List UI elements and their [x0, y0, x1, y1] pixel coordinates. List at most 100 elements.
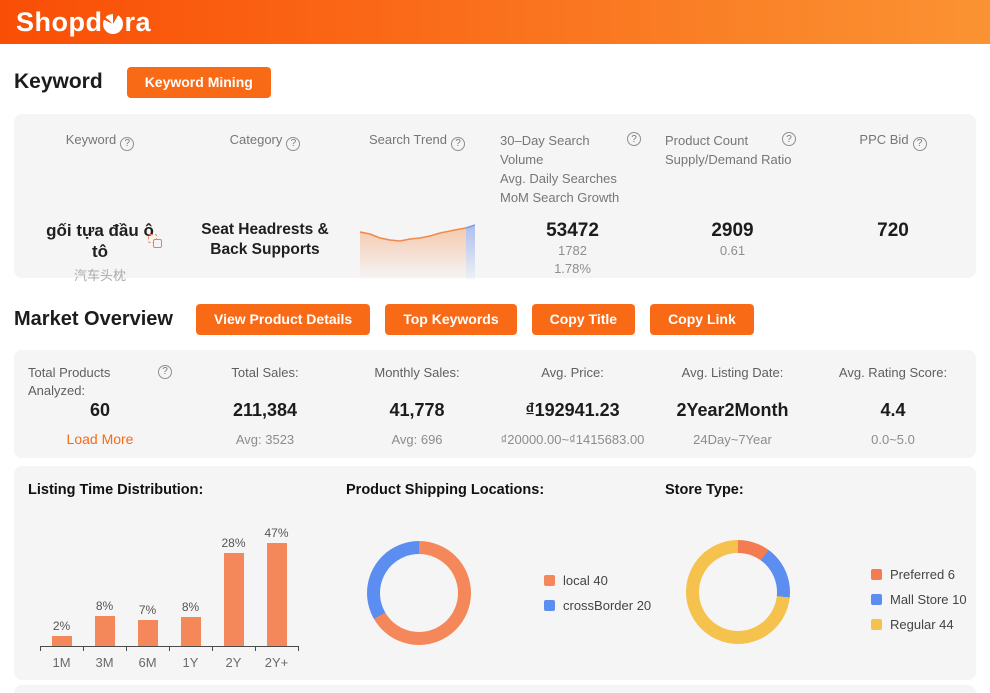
x-axis-tick: [255, 646, 256, 651]
top-brand-bar: Shopd ra: [0, 0, 990, 44]
x-axis-tick: [40, 646, 41, 651]
volume-30d-value: 53472: [546, 220, 599, 241]
donut-hole: [380, 554, 458, 632]
x-tick-label: 1Y: [182, 655, 199, 670]
copy-title-button[interactable]: Copy Title: [531, 303, 636, 335]
col-header-product-count: Product Count Supply/Demand Ratio ?: [655, 128, 810, 214]
listing-time-bar-chart: 2% 1M 8% 3M 7% 6M 8% 1Y 28% 2Y 47% 2Y+: [30, 504, 320, 684]
legend-item[interactable]: local 40: [544, 572, 651, 588]
mom-search-growth-value: 1.78%: [554, 261, 591, 277]
legend-label: Regular 44: [890, 616, 954, 632]
bar-1Y: [180, 617, 201, 646]
stat-label: Total Products Analyzed: ?: [14, 364, 186, 398]
listing-time-chart-title: Listing Time Distribution:: [28, 482, 204, 498]
copy-link-button[interactable]: Copy Link: [650, 303, 754, 335]
supply-demand-ratio-value: 0.61: [719, 243, 746, 258]
keyword-heading-row: Keyword Keyword Mining: [14, 66, 974, 98]
bar-2Y: [223, 553, 244, 646]
x-tick-label: 3M: [95, 655, 114, 670]
x-tick-label: 6M: [138, 655, 157, 670]
help-icon[interactable]: ?: [158, 365, 172, 379]
help-icon[interactable]: ?: [120, 136, 135, 151]
stat-avg-price: Avg. Price: ₫192941.23 ₫20000.00~₫141568…: [490, 364, 655, 458]
stat-sub: Avg: 696: [391, 432, 443, 447]
bar-value-label: 28%: [221, 536, 246, 550]
bar-value-label: 2%: [52, 619, 71, 633]
legend-item[interactable]: crossBorder 20: [544, 597, 651, 613]
col-header-category: Category?: [186, 128, 344, 214]
help-icon[interactable]: ?: [782, 132, 796, 146]
stat-value: 2Year2Month: [676, 400, 789, 420]
x-tick-label: 2Y: [225, 655, 242, 670]
keyword-section-title: Keyword: [14, 70, 103, 93]
col-header-ppc-bid: PPC Bid?: [810, 128, 976, 214]
store-type-donut-chart: [686, 540, 790, 644]
x-axis-tick: [298, 646, 299, 651]
stat-sub: Avg: 3523: [235, 432, 295, 447]
legend-label: Mall Store 10: [890, 591, 967, 607]
stat-value: 4.4: [880, 400, 906, 420]
market-overview-heading-row: Market Overview View Product Details Top…: [14, 302, 974, 336]
keyword-cell: gối tựa đầu ô tô 汽车头枕: [14, 214, 186, 284]
legend-swatch: [871, 593, 882, 605]
bar-1M: [51, 636, 72, 646]
help-icon[interactable]: ?: [627, 132, 641, 146]
bar-value-label: 8%: [95, 599, 114, 613]
legend-swatch: [544, 574, 555, 586]
bar-value-label: 47%: [264, 526, 289, 540]
keyword-translation: 汽车头枕: [73, 267, 126, 283]
copy-keyword-icon[interactable]: [148, 234, 162, 248]
donut-hole: [699, 553, 777, 631]
bar-value-label: 7%: [138, 603, 157, 617]
legend-swatch: [544, 599, 555, 611]
help-icon[interactable]: ?: [912, 136, 927, 151]
category-cell: Seat Headrests & Back Supports: [186, 214, 344, 284]
stat-label: Monthly Sales:: [374, 365, 460, 380]
bar-6M: [137, 620, 158, 646]
legend-label: Preferred 6: [890, 566, 956, 582]
x-axis-tick: [83, 646, 84, 651]
store-type-chart-title: Store Type:: [665, 482, 744, 498]
category-text: Seat Headrests & Back Supports: [201, 221, 329, 259]
legend-swatch: [871, 568, 882, 580]
stat-value: 60: [89, 400, 111, 420]
col-header-search-volume: 30–Day Search Volume Avg. Daily Searches…: [490, 128, 655, 214]
stat-label: Avg. Price:: [541, 365, 604, 380]
stat-value: ₫192941.23: [525, 400, 620, 420]
product-count-value: 2909: [711, 220, 754, 241]
x-tick-label: 1M: [52, 655, 71, 670]
stat-sub: ₫20000.00~₫1415683.00: [500, 432, 645, 447]
help-icon[interactable]: ?: [286, 136, 301, 151]
shipping-locations-legend: local 40 crossBorder 20: [544, 572, 651, 622]
shopdora-logo[interactable]: Shopd ra: [16, 7, 151, 38]
search-trend-cell: [344, 214, 490, 284]
charts-panel: Listing Time Distribution: 2% 1M 8% 3M 7% 6M 8…: [14, 466, 976, 680]
stat-value: 211,384: [232, 400, 298, 420]
stat-total-sales: Total Sales: 211,384 Avg: 3523: [186, 364, 344, 458]
legend-item[interactable]: Mall Store 10: [871, 591, 967, 607]
help-icon[interactable]: ?: [451, 136, 466, 151]
legend-label: local 40: [563, 572, 608, 588]
avg-daily-searches-value: 1782: [558, 243, 587, 258]
x-axis-tick: [212, 646, 213, 651]
keyword-mining-button[interactable]: Keyword Mining: [126, 66, 271, 98]
view-product-details-button[interactable]: View Product Details: [195, 303, 371, 335]
shipping-locations-donut-chart: [367, 541, 471, 645]
search-volume-cell: 53472 1782 1.78%: [490, 214, 655, 284]
legend-item[interactable]: Preferred 6: [871, 566, 967, 582]
stat-label: Avg. Rating Score:: [838, 365, 948, 380]
ppc-bid-value: 720: [877, 220, 909, 241]
stat-value: 41,778: [389, 400, 445, 420]
legend-item[interactable]: Regular 44: [871, 616, 967, 632]
stat-total-products: Total Products Analyzed: ? 60 Load More: [14, 364, 186, 458]
stat-monthly-sales: Monthly Sales: 41,778 Avg: 696: [344, 364, 490, 458]
x-axis-tick: [169, 646, 170, 651]
logo-text-right: ra: [124, 6, 152, 37]
legend-label: crossBorder 20: [563, 597, 652, 613]
stat-label: Avg. Listing Date:: [681, 365, 784, 380]
x-axis-tick: [126, 646, 127, 651]
top-keywords-button[interactable]: Top Keywords: [385, 303, 517, 335]
bar-2Y+: [266, 543, 287, 646]
load-more-link[interactable]: Load More: [66, 431, 134, 447]
bar-3M: [94, 616, 115, 646]
